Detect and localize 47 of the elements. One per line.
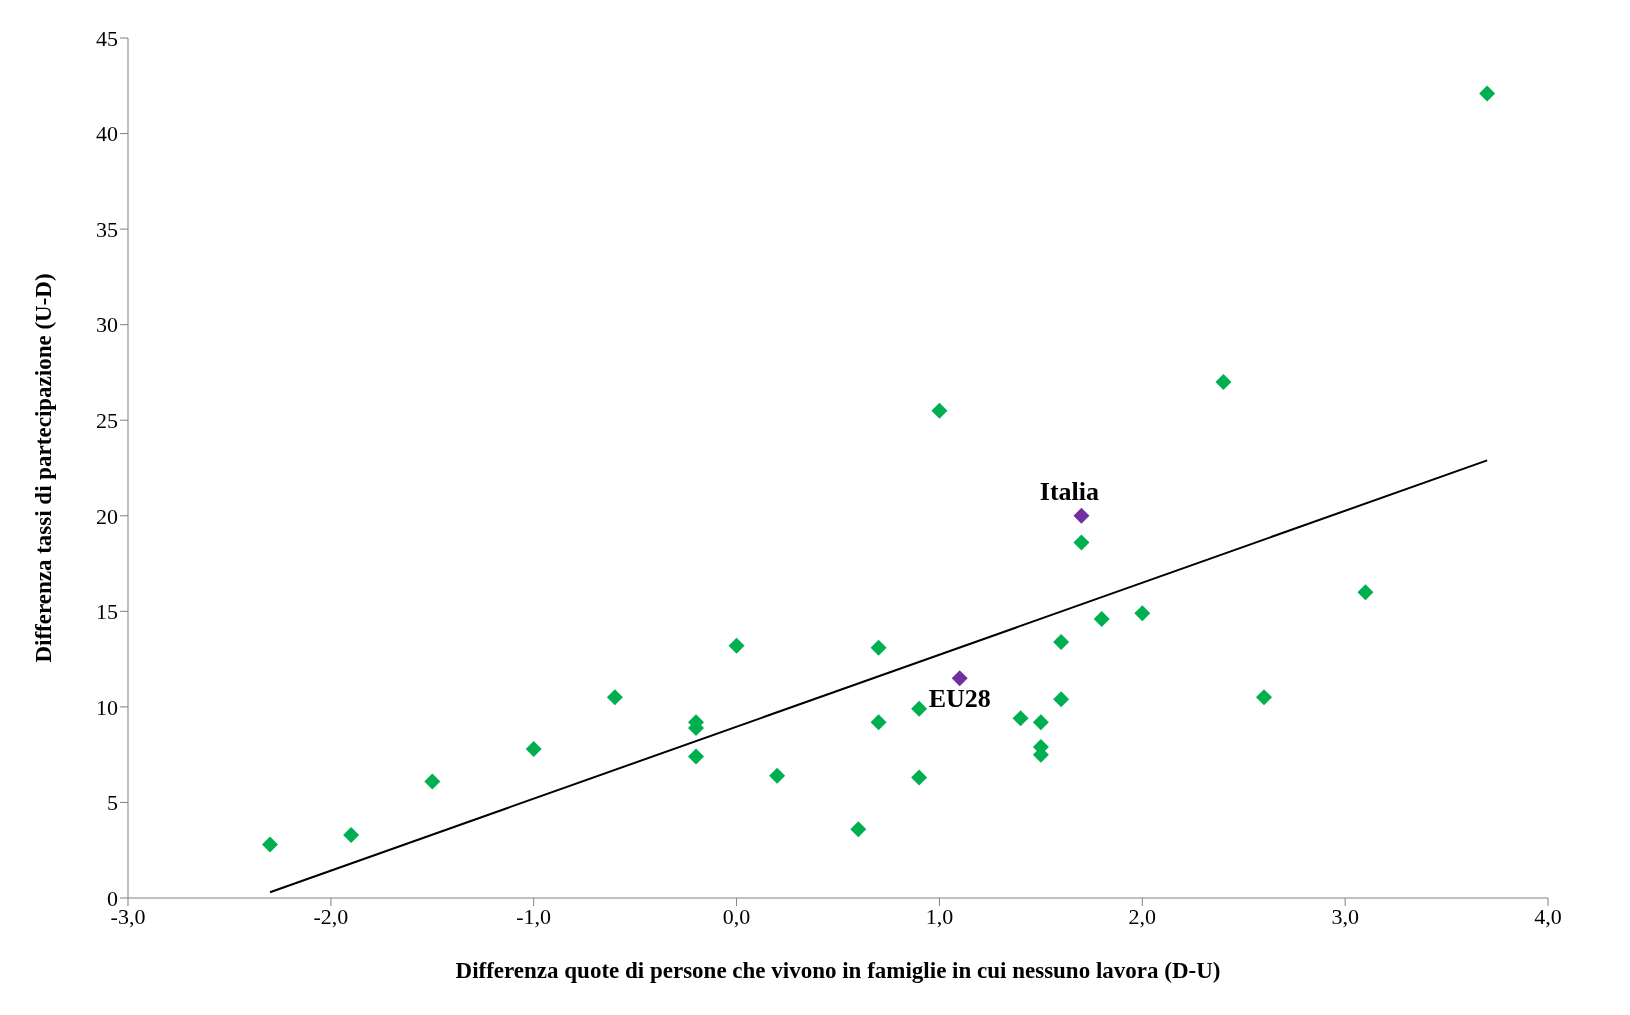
y-axis-title: Differenza tassi di partecipazione (U-D) <box>31 273 57 663</box>
point <box>1073 507 1090 524</box>
point <box>1053 633 1070 650</box>
point <box>688 748 704 765</box>
point <box>525 740 542 757</box>
point <box>1215 374 1232 390</box>
point <box>728 637 745 654</box>
point <box>1012 710 1029 727</box>
x-axis-title: Differenza quote di persone che vivono in famiglie in cui nessuno lavora (D-U) <box>455 958 1221 983</box>
point <box>606 689 623 706</box>
point <box>911 769 928 786</box>
y-tick-label: 40 <box>96 121 118 147</box>
point <box>870 639 887 656</box>
point <box>951 670 968 687</box>
y-tick-label: 25 <box>96 408 118 434</box>
point <box>870 714 887 731</box>
point <box>1357 584 1374 601</box>
point <box>1134 605 1151 622</box>
point <box>424 773 441 790</box>
x-tick-label: 3,0 <box>1331 903 1359 929</box>
point <box>911 700 928 717</box>
point <box>262 836 278 853</box>
x-tick-label: 1,0 <box>925 903 954 929</box>
x-tick-label: 0,0 <box>722 903 751 929</box>
point <box>931 402 948 419</box>
point <box>1032 714 1049 731</box>
point <box>1479 85 1496 102</box>
point <box>1073 534 1090 551</box>
point <box>1256 689 1272 706</box>
annotation: Italia <box>1039 476 1100 506</box>
point <box>343 826 360 843</box>
point <box>1093 610 1110 627</box>
annotation: EU28 <box>928 683 991 713</box>
y-tick-label: 45 <box>96 25 118 51</box>
point <box>1053 691 1070 708</box>
y-tick-label: 30 <box>96 312 118 338</box>
x-tick-label: 2,0 <box>1128 903 1157 929</box>
y-tick-label: 15 <box>96 599 118 625</box>
x-tick-label: -2,0 <box>313 903 349 929</box>
y-tick-label: 5 <box>107 790 118 816</box>
y-tick-label: 10 <box>96 694 118 720</box>
point <box>769 767 786 784</box>
point <box>850 821 867 838</box>
x-tick-label: 4,0 <box>1534 903 1562 929</box>
x-tick-label: -1,0 <box>516 903 552 929</box>
y-tick-label: 35 <box>96 216 118 242</box>
y-tick-label: 20 <box>96 503 118 529</box>
